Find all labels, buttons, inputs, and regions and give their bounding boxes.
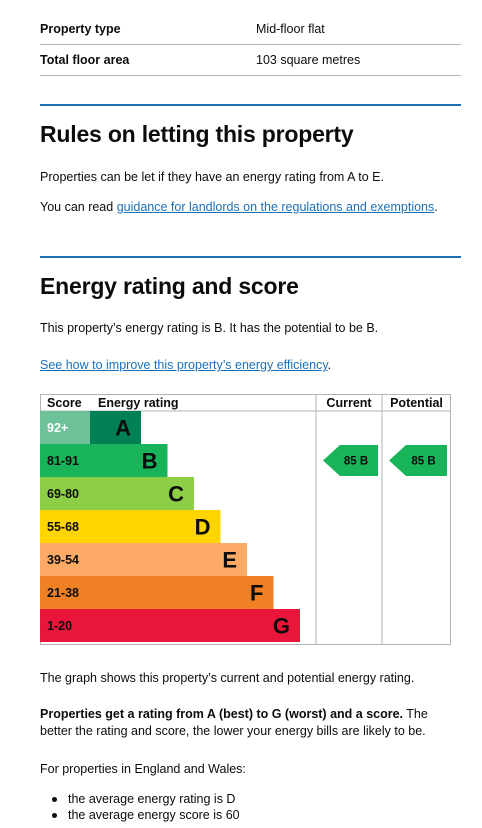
summary-key: Property type [40, 22, 121, 36]
rating-bar-g [90, 609, 300, 642]
rating-letter-e: E [222, 548, 237, 573]
improve-link-paragraph: See how to improve this property’s energ… [40, 357, 461, 374]
rating-letter-f: F [250, 581, 263, 606]
summary-row-property-type: Property type Mid-floor flat [40, 14, 461, 45]
score-range-label: 69-80 [47, 487, 79, 501]
letting-guidance-paragraph: You can read guidance for landlords on t… [40, 199, 461, 216]
rating-bar-d [90, 510, 221, 543]
landlord-guidance-link[interactable]: guidance for landlords on the regulation… [116, 200, 435, 214]
score-cell-b [40, 444, 90, 477]
rating-explanation-rest: The better the rating and score, the low… [40, 707, 428, 738]
rating-letter-g: G [273, 614, 290, 639]
section-divider [40, 104, 461, 106]
rating-bar-e [90, 543, 247, 576]
summary-value: 103 square metres [256, 53, 361, 67]
energy-rating-header: Energy rating [98, 396, 179, 410]
letting-paragraph: Properties can be let if they have an en… [40, 170, 384, 184]
rating-letter-b: B [142, 449, 158, 474]
rating-explanation: Properties get a rating from A (best) to… [40, 706, 461, 740]
potential-header: Potential [390, 396, 443, 410]
graph-description: The graph shows this property’s current … [40, 671, 415, 685]
improve-link-suffix: . [327, 358, 332, 372]
guidance-prefix: You can read [40, 200, 117, 214]
score-range-label: 21-38 [47, 586, 79, 600]
summary-value: Mid-floor flat [256, 22, 325, 36]
current-header: Current [326, 396, 372, 410]
rating-bar-a [90, 411, 141, 444]
score-header: Score [47, 396, 82, 410]
guidance-suffix: . [434, 200, 438, 214]
rating-bar-f [90, 576, 274, 609]
list-item: the average energy rating is D [40, 791, 240, 807]
section-divider [40, 256, 461, 258]
score-cell-a [40, 411, 90, 444]
score-range-label: 81-91 [47, 454, 79, 468]
energy-rating-heading: Energy rating and score [40, 273, 299, 299]
summary-row-floor-area: Total floor area 103 square metres [40, 45, 461, 76]
score-cell-e [40, 543, 90, 576]
property-summary: Property type Mid-floor flat Total floor… [40, 14, 461, 76]
score-range-label: 55-68 [47, 520, 79, 534]
score-cell-c [40, 477, 90, 510]
score-cell-d [40, 510, 90, 543]
score-cell-f [40, 576, 90, 609]
current-rating-arrow [323, 445, 378, 476]
score-cell-g [40, 609, 90, 642]
summary-key: Total floor area [40, 53, 130, 67]
energy-rating-summary: This property’s energy rating is B. It h… [40, 321, 379, 335]
energy-rating-chart: Score Energy rating Current Potential 92+ A 81… [40, 394, 451, 645]
score-range-label: 92+ [47, 421, 68, 435]
rating-letter-a: A [115, 416, 131, 441]
rating-bar-b [90, 444, 168, 477]
rating-bar-c [90, 477, 194, 510]
energy-rating-chart-svg: Score Energy rating Current Potential 92+ A 81… [40, 394, 451, 645]
score-range-label: 1-20 [47, 619, 72, 633]
current-rating-label: 85 B [344, 456, 368, 468]
rating-letter-c: C [168, 482, 184, 507]
score-range-label: 39-54 [47, 553, 79, 567]
improve-efficiency-link[interactable]: See how to improve this property’s energ… [40, 358, 328, 372]
england-wales-intro: For properties in England and Wales: [40, 762, 246, 776]
potential-rating-arrow [389, 445, 447, 476]
potential-rating-label: 85 B [411, 456, 435, 468]
letting-heading: Rules on letting this property [40, 121, 354, 147]
rating-letter-d: D [195, 515, 211, 540]
list-item: the average energy score is 60 [40, 807, 240, 823]
average-list: the average energy rating is D the avera… [40, 791, 240, 823]
rating-explanation-bold: Properties get a rating from A (best) to… [40, 707, 404, 721]
